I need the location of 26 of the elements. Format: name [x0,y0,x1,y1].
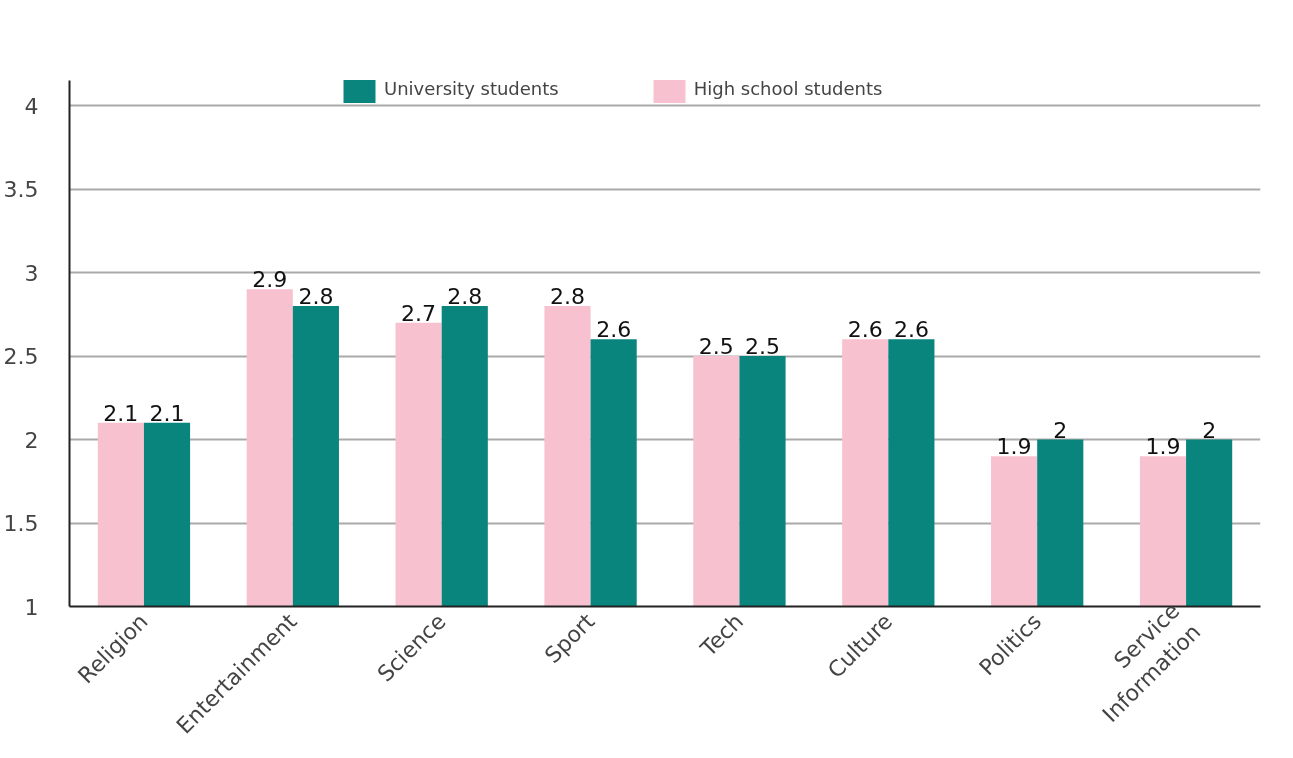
data-label: 2.8 [298,283,334,309]
x-tick-label: Tech [695,608,749,662]
data-label: 2.5 [745,334,781,360]
legend-label: High school students [693,79,883,99]
data-label: 2 [1202,417,1217,443]
data-label: 2.1 [103,400,139,426]
y-tick-label: 1.5 [3,511,39,537]
legend-label: University students [384,79,559,99]
y-tick-label: 2.5 [3,344,39,370]
data-label: 2.8 [447,283,483,309]
data-label: 1.9 [996,434,1032,460]
data-label: 1.9 [1145,434,1181,460]
data-label: 2.8 [549,283,585,309]
data-label: 2.6 [893,317,929,343]
data-label: 2 [1053,417,1068,443]
data-label: 2.7 [401,300,437,326]
data-label: 2.6 [847,317,883,343]
data-label: 2.5 [698,334,734,360]
data-label: 2.1 [149,400,185,426]
y-tick-label: 1 [24,594,39,620]
data-label: 2.9 [252,267,288,293]
data-label: 2.6 [596,317,632,343]
y-tick-label: 4 [24,93,39,119]
y-tick-label: 2 [24,427,39,453]
y-tick-label: 3.5 [3,177,39,203]
y-tick-label: 3 [24,260,39,286]
